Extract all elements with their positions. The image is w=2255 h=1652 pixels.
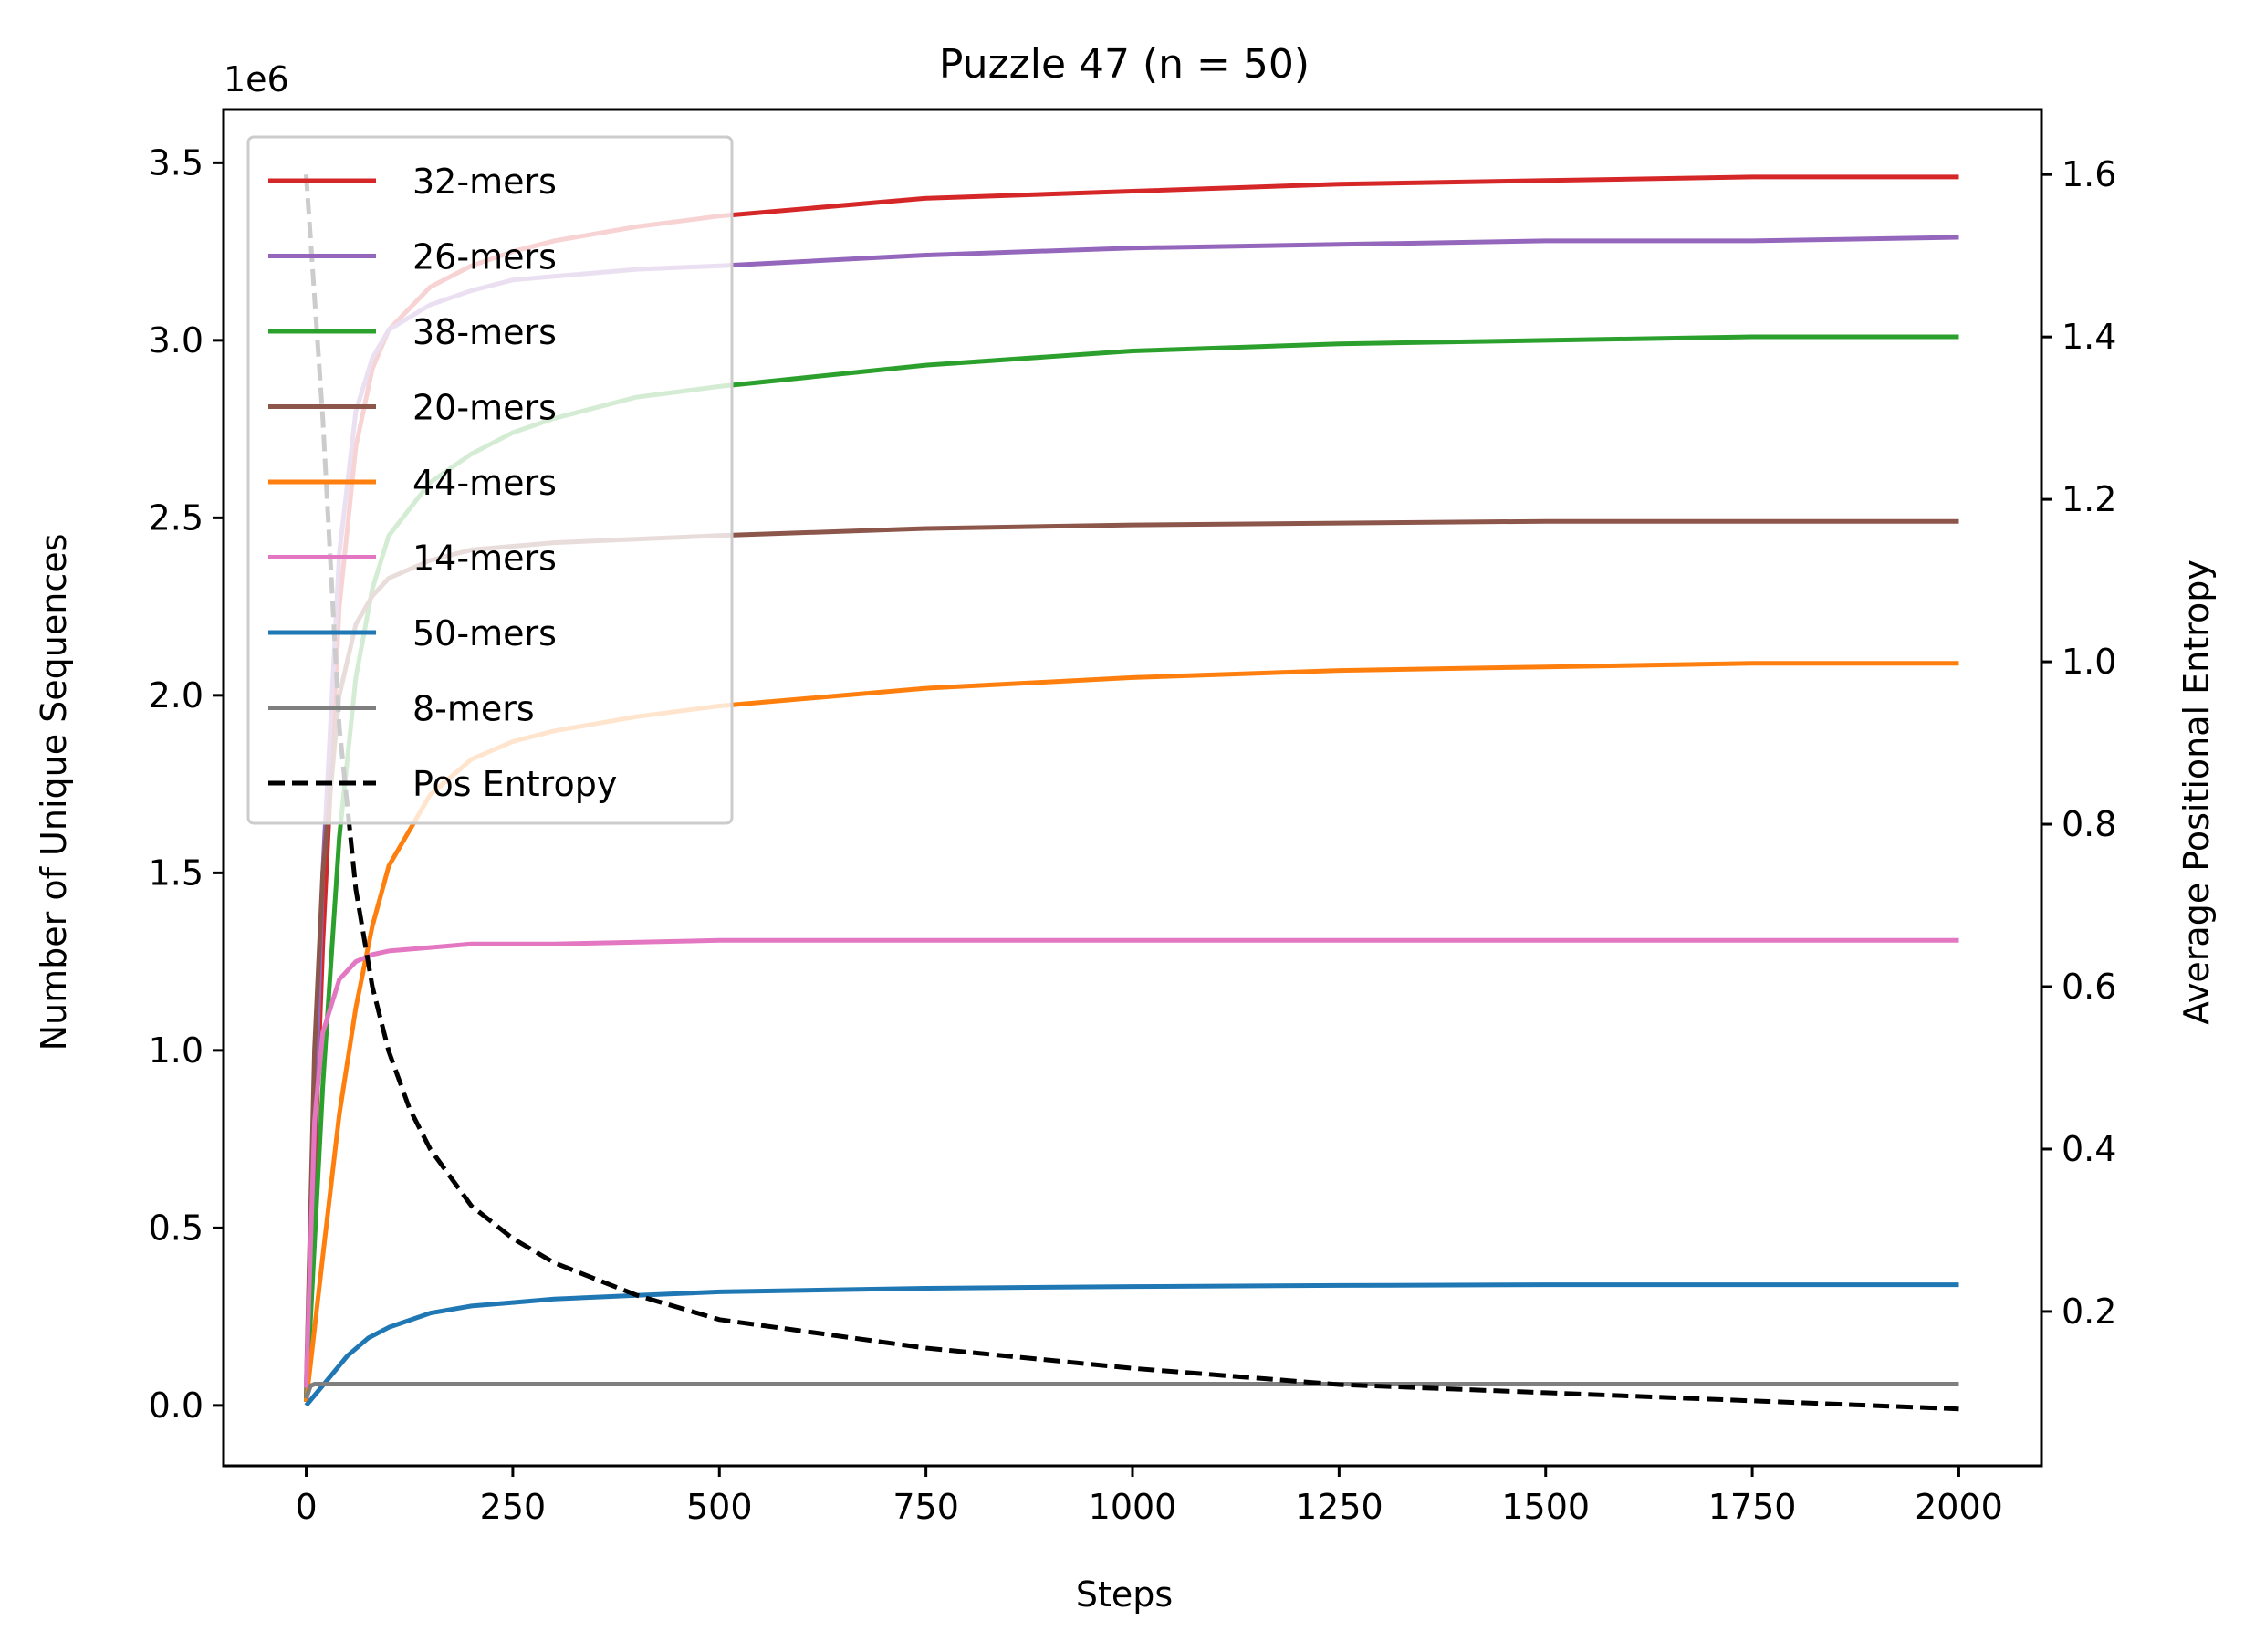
x-axis-label: Steps (1076, 1574, 1173, 1615)
x-tick-label-2: 500 (686, 1487, 753, 1527)
legend-label-3: 20-mers (412, 388, 557, 428)
x-tick-label-1: 250 (480, 1487, 547, 1527)
x-tick-label-4: 1000 (1089, 1487, 1177, 1527)
x-tick-label-3: 750 (893, 1487, 959, 1527)
x-tick-label-8: 2000 (1915, 1487, 2003, 1527)
y2-tick-label-0: 0.2 (2062, 1291, 2116, 1332)
x-tick-label-7: 1750 (1708, 1487, 1797, 1527)
series-line-8 (304, 174, 1959, 1412)
y-tick-label-0: 0.0 (149, 1385, 204, 1426)
y2-tick-label-1: 0.4 (2062, 1129, 2116, 1169)
y2-tick-label-3: 0.8 (2062, 804, 2116, 844)
y2-axis-label: Average Positional Entropy (2177, 559, 2217, 1025)
y2-tick-label-5: 1.2 (2062, 479, 2116, 519)
y-axis-label: Number of Unique Sequences (34, 534, 74, 1051)
y2-tick-label-6: 1.4 (2062, 317, 2116, 357)
y-tick-label-6: 3.0 (149, 320, 204, 361)
plot-area: 0 250 500 750 1000 1250 1500 1750 2000 0.0 0.5 1.0 1… (149, 108, 2116, 1527)
series-line-7 (304, 1382, 1959, 1399)
y-offset-text: 1e6 (224, 59, 289, 99)
y2-tick-label-2: 0.6 (2062, 967, 2116, 1007)
x-tick-label-0: 0 (295, 1487, 317, 1527)
y2-tick-label-7: 1.6 (2062, 154, 2116, 194)
legend-label-7: 8-mers (412, 689, 535, 729)
legend-box (246, 135, 734, 825)
legend-label-8: Pos Entropy (412, 764, 617, 804)
legend-label-2: 38-mers (412, 312, 557, 352)
y-tick-label-4: 2.0 (149, 675, 204, 716)
y-tick-label-3: 1.5 (149, 852, 204, 893)
series-line-6 (304, 1282, 1959, 1407)
series-line-5 (304, 937, 1959, 1388)
legend-label-1: 26-mers (412, 237, 557, 277)
legend-label-5: 14-mers (412, 538, 557, 579)
legend-label-4: 44-mers (412, 463, 557, 503)
x-tick-label-5: 1250 (1295, 1487, 1383, 1527)
chart-title: Puzzle 47 (n = 50) (939, 41, 1310, 88)
y2-tick-label-4: 1.0 (2062, 642, 2116, 682)
legend-label-6: 50-mers (412, 613, 557, 653)
y-tick-label-5: 2.5 (149, 497, 204, 538)
y-tick-label-2: 1.0 (149, 1030, 204, 1071)
y-tick-label-1: 0.5 (149, 1208, 204, 1248)
x-tick-label-6: 1500 (1501, 1487, 1590, 1527)
y-tick-label-7: 3.5 (149, 142, 204, 183)
legend-label-0: 32-mers (412, 162, 557, 202)
